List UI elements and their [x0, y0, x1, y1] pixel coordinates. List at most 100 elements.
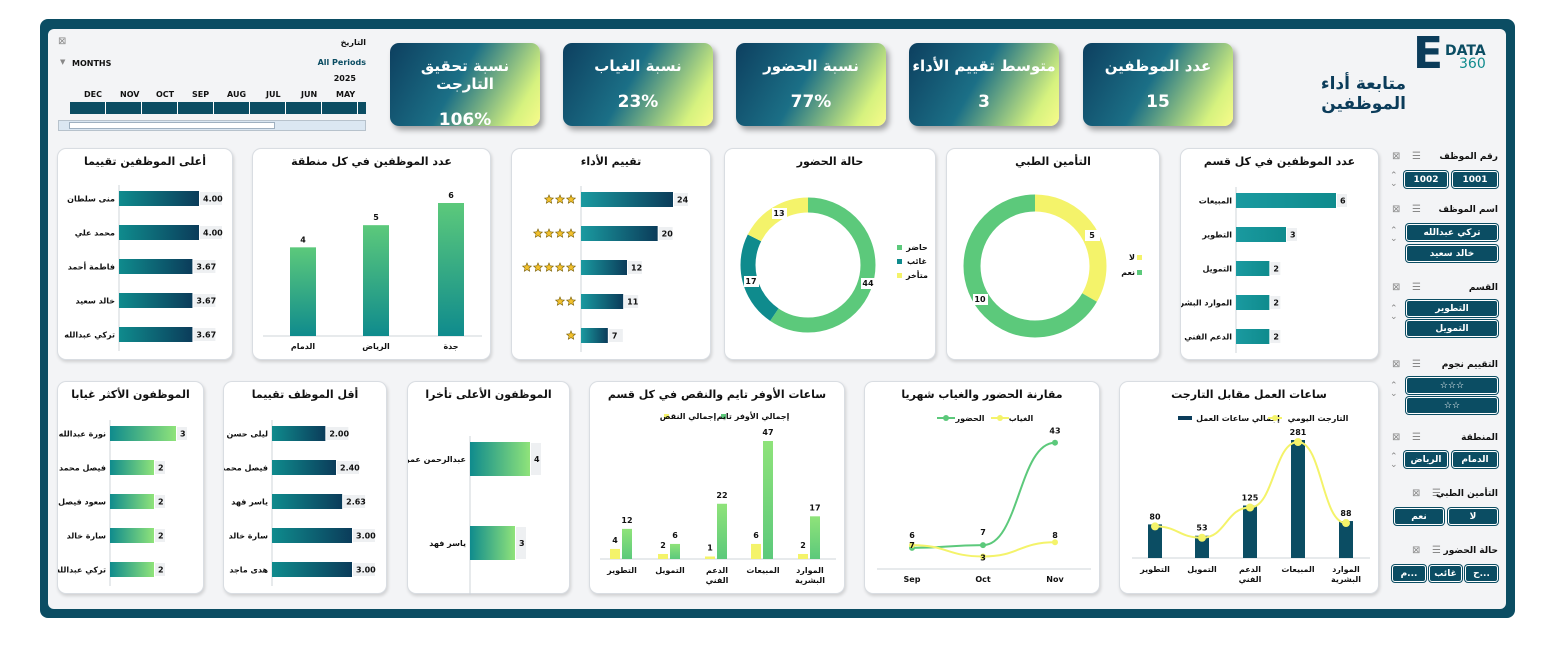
slicer-title: رقم الموظف: [1439, 152, 1498, 162]
line-marker: [980, 542, 986, 549]
data-label: 3.67: [196, 331, 216, 340]
slicer-item[interactable]: ☆☆: [1406, 397, 1498, 414]
legend-label: نعم: [1121, 268, 1135, 277]
bar: [1291, 440, 1305, 558]
scroll-arrows-icon[interactable]: ⌃ ⌄: [1390, 452, 1398, 470]
slicer-item[interactable]: التطوير: [1406, 300, 1498, 317]
slicer-item[interactable]: الرياض: [1404, 451, 1448, 468]
scroll-arrows-icon[interactable]: ⌃ ⌄: [1390, 171, 1398, 189]
slicer-title: التأمين الطبي: [1435, 489, 1498, 499]
legend-swatch: [664, 414, 669, 419]
slicer-item[interactable]: خالد سعيد: [1406, 245, 1498, 262]
month-label[interactable]: NOV: [120, 90, 140, 99]
clear-filter-icon[interactable]: ⊠: [1412, 488, 1421, 499]
slicer-item[interactable]: ☆☆☆: [1406, 377, 1498, 394]
slicer-item[interactable]: 1002: [1404, 171, 1448, 188]
bar-overtime: [622, 528, 632, 559]
bar: [581, 328, 608, 343]
slicer-item[interactable]: الدمام: [1452, 451, 1498, 468]
logo-letter: E: [1413, 28, 1444, 79]
legend-label: حاضر: [905, 243, 928, 252]
clear-filter-icon[interactable]: ⊠: [1392, 151, 1401, 162]
star-icon: [532, 262, 544, 272]
slicer-item[interactable]: 1001: [1452, 171, 1498, 188]
clear-filter-icon[interactable]: ⊠: [1392, 359, 1401, 370]
bar-label: الموارد البشرية: [1181, 299, 1232, 308]
panel-monthly: مقارنة الحضور والغياب شهريا الحضور الغياب…: [864, 381, 1100, 594]
timeline-periods[interactable]: All Periods: [317, 58, 366, 67]
multiselect-icon[interactable]: ☰: [1412, 204, 1421, 215]
month-label[interactable]: DEC: [84, 90, 102, 99]
bar-overtime: [670, 543, 680, 559]
data-label-bg: [353, 529, 375, 542]
slicer-region[interactable]: ⊠ ☰ المنطقة ⌃ ⌄ الدمام الرياض: [1388, 430, 1500, 474]
bar: [272, 494, 343, 509]
bar: [110, 562, 154, 577]
slicer-star-rating[interactable]: ⊠ ☰ التقييم نجوم ⌃ ⌄ ☆☆☆ ☆☆: [1388, 357, 1500, 419]
timeline-unit[interactable]: MONTHS: [72, 59, 112, 68]
kpi-attendance-rate: نسبة الحضور 77%: [736, 43, 886, 126]
timeline-slicer[interactable]: ⊠ التاريخ All Periods MONTHS ▼ 2025 DEC …: [56, 34, 368, 134]
multiselect-icon[interactable]: ☰: [1412, 359, 1421, 370]
data-label: 17: [809, 503, 820, 512]
timeline-bar[interactable]: [70, 102, 366, 114]
clear-filter-icon[interactable]: ⊠: [1392, 282, 1401, 293]
slicer-insurance[interactable]: ⊠ ☰ التأمين الطبي لا نعم: [1388, 486, 1500, 530]
slicer-item[interactable]: م...: [1392, 565, 1426, 582]
chevron-down-icon[interactable]: ▼: [60, 58, 66, 66]
panel-insurance: التأمين الطبي 5 10 لا نعم: [946, 148, 1160, 360]
slicer-item[interactable]: نعم: [1394, 508, 1444, 525]
bar: [581, 226, 658, 241]
slicer-item[interactable]: التمويل: [1406, 320, 1498, 337]
clear-filter-icon[interactable]: ⊠: [1412, 545, 1421, 556]
data-label-bg: [658, 227, 673, 240]
clear-filter-icon[interactable]: ⊠: [1392, 204, 1401, 215]
multiselect-icon[interactable]: ☰: [1412, 432, 1421, 443]
month-label[interactable]: AUG: [227, 90, 247, 99]
x-tick-label: الموارد: [1332, 565, 1360, 574]
month-label[interactable]: JUN: [301, 90, 318, 99]
legend-label: التارجت اليومي: [1288, 414, 1349, 423]
data-label: 6: [1340, 197, 1346, 206]
scroll-thumb[interactable]: [69, 122, 275, 129]
scroll-arrows-icon[interactable]: ⌃ ⌄: [1390, 304, 1398, 322]
multiselect-icon[interactable]: ☰: [1412, 151, 1421, 162]
data-label: 53: [1196, 524, 1207, 533]
data-label: 2: [1273, 299, 1279, 308]
bar: [110, 426, 176, 441]
slicer-item[interactable]: لا: [1448, 508, 1498, 525]
scroll-arrows-icon[interactable]: ⌃ ⌄: [1390, 226, 1398, 244]
slicer-department[interactable]: ⊠ ☰ القسم ⌃ ⌄ التطوير التمويل: [1388, 280, 1500, 342]
timeline-scrollbar[interactable]: [58, 120, 366, 131]
bar: [290, 247, 316, 336]
panel-title: أقل الموظف تقييما: [251, 388, 359, 401]
data-label-bg: [531, 443, 541, 475]
panel-title: أعلى الموظفين تقييما: [84, 155, 206, 168]
month-label[interactable]: JUL: [266, 90, 281, 99]
data-label-bg: [155, 461, 165, 474]
month-label[interactable]: MAY: [336, 90, 356, 99]
clear-filter-icon[interactable]: ⊠: [1392, 432, 1401, 443]
slicer-item[interactable]: غائب: [1429, 565, 1462, 582]
data-label: 4.00: [203, 229, 223, 238]
bar-label: التطوير: [1201, 231, 1232, 240]
slicer-employee-id[interactable]: ⊠ ☰ رقم الموظف ⌃ ⌄ 1001 1002: [1388, 149, 1500, 193]
multiselect-icon[interactable]: ☰: [1432, 488, 1441, 499]
panel-attendance: حالة الحضور 44 17 13 حاضر غائب متأخر: [724, 148, 936, 360]
data-label: 43: [1049, 427, 1060, 436]
bar-label: فيصل محمد: [59, 464, 106, 473]
multiselect-icon[interactable]: ☰: [1432, 545, 1441, 556]
data-label: 3: [180, 430, 186, 439]
multiselect-icon[interactable]: ☰: [1412, 282, 1421, 293]
scroll-arrows-icon[interactable]: ⌃ ⌄: [1390, 381, 1398, 399]
data-label: 80: [1149, 512, 1161, 521]
month-label[interactable]: OCT: [156, 90, 175, 99]
slicer-attendance[interactable]: ⊠ ☰ حالة الحضور ح... غائب م...: [1388, 543, 1500, 587]
slicer-item[interactable]: تركي عبدالله: [1406, 224, 1498, 241]
slicer-item[interactable]: ح...: [1465, 565, 1498, 582]
panel-title: تقييم الأداء: [580, 155, 642, 168]
month-label[interactable]: SEP: [192, 90, 210, 99]
x-tick-label: Sep: [904, 575, 921, 584]
slicer-employee-name[interactable]: ⊠ ☰ اسم الموظف ⌃ ⌄ تركي عبدالله خالد سعيد: [1388, 202, 1500, 264]
clear-filter-icon[interactable]: ⊠: [58, 36, 67, 47]
